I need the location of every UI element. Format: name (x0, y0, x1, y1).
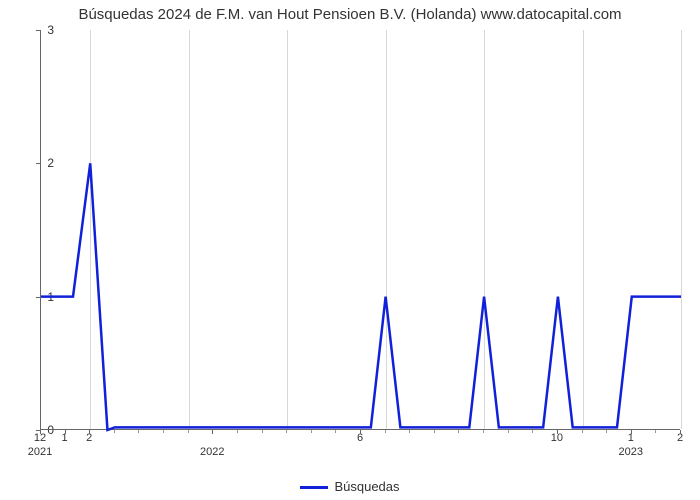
x-tick-minor (409, 430, 410, 433)
x-tick-mark (680, 430, 681, 434)
x-tick-minor (582, 430, 583, 433)
x-tick-year: 2021 (28, 446, 52, 458)
legend-label: Búsquedas (334, 479, 399, 494)
chart-container: Búsquedas 2024 de F.M. van Hout Pensioen… (0, 0, 700, 500)
x-tick-mark (212, 430, 213, 434)
x-tick-mark (557, 430, 558, 434)
line-layer (41, 30, 680, 429)
x-tick-minor (508, 430, 509, 433)
chart-title: Búsquedas 2024 de F.M. van Hout Pensioen… (0, 6, 700, 23)
x-tick-mark (631, 430, 632, 434)
x-tick-year: 2023 (619, 446, 643, 458)
gridline (681, 30, 682, 429)
x-tick-minor (655, 430, 656, 433)
x-tick-minor (434, 430, 435, 433)
x-tick-minor (385, 430, 386, 433)
x-tick-minor (237, 430, 238, 433)
x-tick-mark (360, 430, 361, 434)
x-tick-year: 2022 (200, 446, 224, 458)
plot-area (40, 30, 680, 430)
x-tick-minor (335, 430, 336, 433)
series-line (41, 163, 681, 430)
x-tick-minor (138, 430, 139, 433)
x-tick-minor (188, 430, 189, 433)
x-tick-minor (163, 430, 164, 433)
legend: Búsquedas (0, 479, 700, 494)
x-tick-minor (532, 430, 533, 433)
x-tick-mark (40, 430, 41, 434)
x-tick-minor (311, 430, 312, 433)
x-tick-minor (483, 430, 484, 433)
x-tick-minor (286, 430, 287, 433)
x-tick-minor (458, 430, 459, 433)
x-tick-minor (114, 430, 115, 433)
legend-swatch (300, 486, 328, 489)
x-tick-mark (65, 430, 66, 434)
x-tick-minor (606, 430, 607, 433)
x-tick-minor (262, 430, 263, 433)
x-tick-mark (89, 430, 90, 434)
